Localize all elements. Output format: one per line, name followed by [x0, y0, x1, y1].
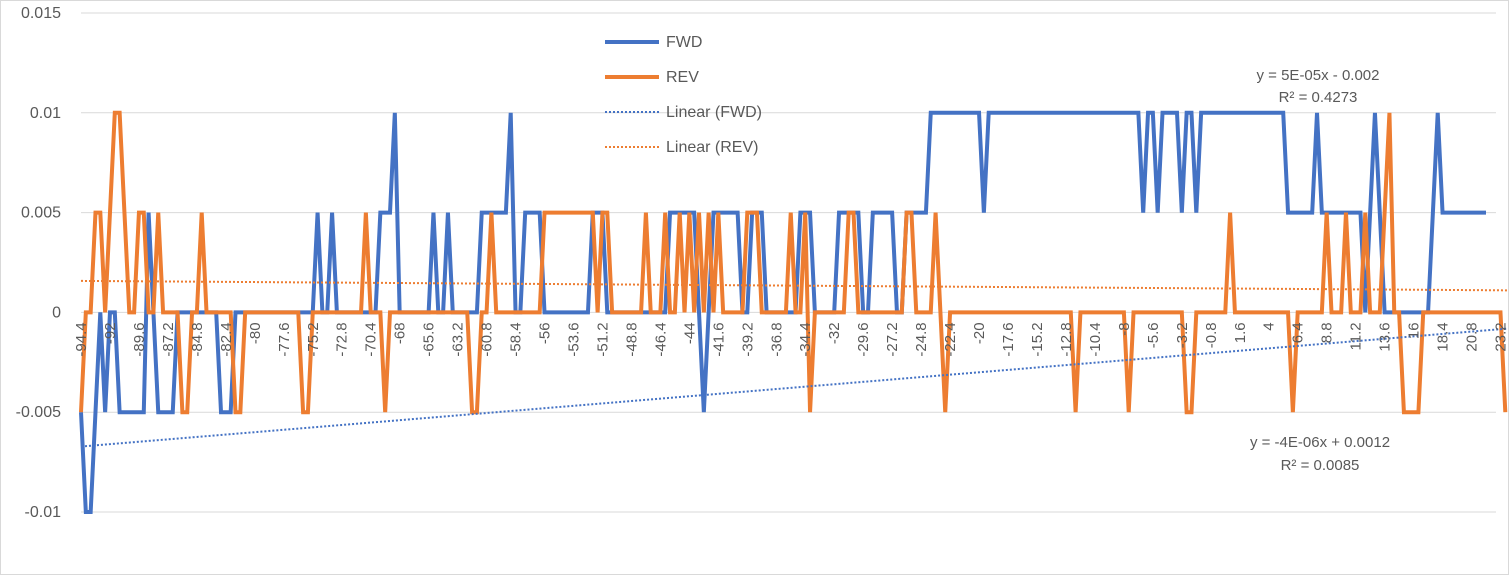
x-tick-label: 6.4	[1290, 322, 1307, 343]
y-axis-ticks: -0.01 -0.005 0 0.005 0.01 0.015	[16, 5, 61, 521]
x-tick-label: -24.8	[913, 322, 930, 356]
x-tick-label: -44	[681, 322, 698, 344]
x-tick-label: 1.6	[1232, 322, 1249, 343]
x-tick-label: -48.8	[623, 322, 640, 356]
legend-label-rev: REV	[666, 69, 699, 86]
x-tick-label: -92	[102, 322, 119, 344]
x-tick-label: -10.4	[1087, 322, 1104, 356]
x-tick-label: -56	[537, 322, 554, 344]
x-tick-label: 13.6	[1377, 322, 1394, 351]
x-tick-label: -36.8	[768, 322, 785, 356]
x-tick-label: -17.6	[1000, 322, 1017, 356]
legend-label-linear-fwd: Linear (FWD)	[666, 104, 762, 121]
rev-trend-r2: R² = 0.0085	[1281, 457, 1360, 474]
x-tick-label: -27.2	[884, 322, 901, 356]
x-tick-label: -77.6	[276, 322, 293, 356]
legend-item-rev[interactable]: REV	[605, 69, 699, 86]
x-tick-label: -46.4	[652, 322, 669, 356]
x-tick-label: -70.4	[363, 322, 380, 356]
fwd-trend-r2: R² = 0.4273	[1279, 89, 1358, 106]
y-tick-label: 0.005	[21, 205, 61, 222]
x-tick-label: -29.6	[855, 322, 872, 356]
legend-item-linear-fwd[interactable]: Linear (FWD)	[605, 104, 762, 121]
x-tick-label: -60.8	[479, 322, 496, 356]
x-tick-label: -68	[392, 322, 409, 344]
x-tick-label: -89.6	[131, 322, 148, 356]
x-tick-label: 20.8	[1464, 322, 1481, 351]
x-tick-label: -8	[1116, 322, 1133, 335]
legend-item-linear-rev[interactable]: Linear (REV)	[605, 139, 758, 156]
y-tick-label: 0.015	[21, 5, 61, 22]
y-tick-label: -0.005	[16, 404, 61, 421]
rev-trendline-label[interactable]: y = -4E-06x + 0.0012 R² = 0.0085	[1250, 434, 1390, 474]
x-tick-label: 11.2	[1348, 322, 1365, 350]
rev-trend-equation: y = -4E-06x + 0.0012	[1250, 434, 1390, 451]
x-tick-label: -87.2	[160, 322, 177, 356]
x-tick-label: -53.6	[566, 322, 583, 356]
fwd-trendline-label[interactable]: y = 5E-05x - 0.002 R² = 0.4273	[1257, 67, 1380, 106]
x-tick-label: 23.2	[1493, 322, 1509, 351]
legend: FWD REV Linear (FWD) Linear (REV)	[605, 34, 762, 156]
legend-label-fwd: FWD	[666, 34, 702, 51]
x-tick-label: -80	[247, 322, 264, 344]
x-tick-label: -34.4	[797, 322, 814, 356]
x-tick-label: -5.6	[1145, 322, 1162, 348]
series-lines	[79, 110, 1508, 514]
x-tick-label: -84.8	[189, 322, 206, 356]
legend-label-linear-rev: Linear (REV)	[666, 139, 758, 156]
x-tick-label: -32	[826, 322, 843, 344]
x-tick-label: -3.2	[1174, 322, 1191, 348]
x-tick-label: -12.8	[1058, 322, 1075, 356]
x-tick-label: 18.4	[1435, 322, 1452, 351]
fwd-trend-equation: y = 5E-05x - 0.002	[1257, 67, 1380, 84]
x-tick-label: 8.8	[1319, 322, 1336, 343]
x-tick-label: -63.2	[450, 322, 467, 356]
x-axis-ticks: -94.4 -92 -89.6 -87.2 -84.8 -82.4 -80 -77.6 -75.…	[73, 322, 1509, 356]
y-tick-label: 0.01	[30, 105, 61, 122]
x-tick-label: -39.2	[739, 322, 756, 356]
x-tick-label: 16	[1406, 322, 1423, 339]
x-tick-label: -65.6	[421, 322, 438, 356]
x-tick-label: -51.2	[594, 322, 611, 356]
trendlines	[80, 279, 1509, 448]
series-line-rev[interactable]	[79, 110, 1508, 415]
x-tick-label: -15.2	[1029, 322, 1046, 356]
trendline-rev[interactable]	[80, 279, 1509, 292]
x-tick-label: -82.4	[218, 322, 235, 356]
y-tick-label: -0.01	[25, 504, 62, 521]
legend-item-fwd[interactable]: FWD	[605, 34, 702, 51]
x-tick-label: -94.4	[73, 322, 90, 356]
x-tick-label: -20	[971, 322, 988, 344]
y-tick-label: 0	[52, 304, 61, 321]
x-tick-label: -75.2	[305, 322, 322, 356]
x-tick-label: -22.4	[942, 322, 959, 356]
x-tick-label: -0.8	[1203, 322, 1220, 348]
x-tick-label: -41.6	[710, 322, 727, 356]
x-tick-label: 4	[1261, 322, 1278, 330]
trendline-fwd[interactable]	[80, 317, 1509, 448]
x-tick-label: -58.4	[508, 322, 525, 356]
x-tick-label: -72.8	[334, 322, 351, 356]
